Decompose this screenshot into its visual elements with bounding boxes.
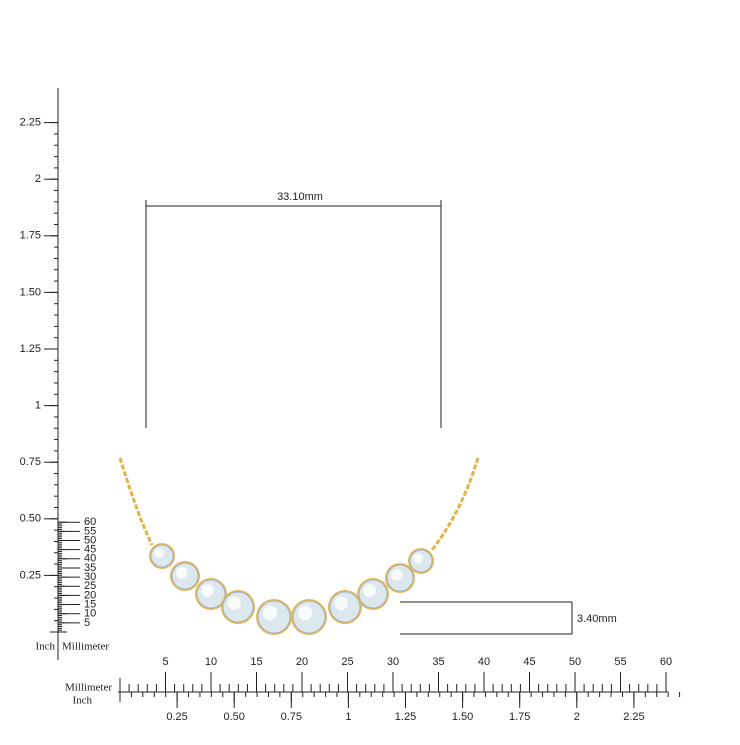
h-inch-tick-label: 1 xyxy=(345,711,351,723)
v-mm-tick-label: 20 xyxy=(84,589,96,601)
necklace xyxy=(118,457,480,635)
v-inch-tick-label: 0.50 xyxy=(20,513,41,525)
stone-facet xyxy=(154,548,165,559)
h-mm-label: Millimeter xyxy=(65,682,112,694)
v-inch-tick-label: 1 xyxy=(35,400,41,412)
h-mm-tick-label: 60 xyxy=(660,656,672,668)
h-inch-label: Inch xyxy=(72,695,92,707)
h-mm-tick-label: 10 xyxy=(205,656,217,668)
h-mm-tick-label: 55 xyxy=(614,656,626,668)
stone-facet xyxy=(227,596,241,610)
h-mm-tick-label: 25 xyxy=(341,656,353,668)
h-inch-tick-label: 1.50 xyxy=(452,711,473,723)
width-dimension: 33.10mm xyxy=(145,191,442,428)
v-inch-tick-label: 0.25 xyxy=(20,569,41,581)
v-mm-label: Millimeter xyxy=(62,641,109,653)
h-inch-tick-label: 0.50 xyxy=(223,711,244,723)
v-mm-tick-label: 40 xyxy=(84,553,96,565)
v-mm-tick-label: 10 xyxy=(84,608,96,620)
h-inch-tick-label: 2.25 xyxy=(623,711,644,723)
v-mm-tick-label: 55 xyxy=(84,525,96,537)
v-inch-tick-label: 2 xyxy=(35,173,41,185)
v-mm-tick-label: 45 xyxy=(84,544,96,556)
h-mm-tick-label: 35 xyxy=(432,656,444,668)
stone-facet xyxy=(413,553,424,564)
v-inch-label: Inch xyxy=(35,641,55,653)
stone-facet xyxy=(201,584,214,597)
width-label: 33.10mm xyxy=(277,191,323,203)
v-mm-tick-label: 50 xyxy=(84,534,96,546)
stone-facet xyxy=(297,605,313,621)
stone-facet xyxy=(334,596,348,610)
height-dimension: 3.40mm xyxy=(400,601,617,635)
h-mm-tick-label: 30 xyxy=(387,656,399,668)
v-mm-tick-label: 25 xyxy=(84,580,96,592)
v-mm-tick-label: 5 xyxy=(84,617,90,629)
h-inch-tick-label: 1.25 xyxy=(395,711,416,723)
v-mm-tick-label: 35 xyxy=(84,562,96,574)
v-mm-tick-label: 30 xyxy=(84,571,96,583)
h-inch-tick-label: 0.75 xyxy=(281,711,302,723)
v-mm-tick-label: 15 xyxy=(84,598,96,610)
v-mm-tick-label: 60 xyxy=(84,516,96,528)
stone-facet xyxy=(175,566,188,579)
v-inch-tick-label: 1.25 xyxy=(20,343,41,355)
v-inch-tick-label: 1.50 xyxy=(20,286,41,298)
h-mm-tick-label: 45 xyxy=(523,656,535,668)
h-inch-tick-label: 2 xyxy=(574,711,580,723)
h-mm-tick-label: 20 xyxy=(296,656,308,668)
h-mm-tick-label: 40 xyxy=(478,656,490,668)
h-mm-tick-label: 5 xyxy=(162,656,168,668)
h-mm-tick-label: 15 xyxy=(250,656,262,668)
h-inch-tick-label: 1.75 xyxy=(509,711,530,723)
v-inch-tick-label: 0.75 xyxy=(20,456,41,468)
stone-facet xyxy=(262,605,278,621)
h-inch-tick-label: 0.25 xyxy=(166,711,187,723)
v-inch-tick-label: 2.25 xyxy=(20,117,41,129)
height-label: 3.40mm xyxy=(577,613,617,625)
h-mm-tick-label: 50 xyxy=(569,656,581,668)
v-inch-tick-label: 1.75 xyxy=(20,230,41,242)
stone-facet xyxy=(390,568,403,581)
stone-facet xyxy=(363,584,376,597)
